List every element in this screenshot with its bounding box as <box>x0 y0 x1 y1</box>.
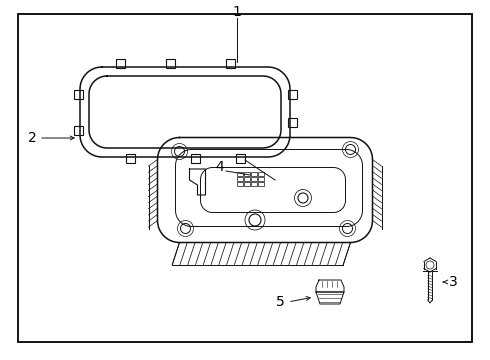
FancyArrowPatch shape <box>443 280 448 284</box>
Bar <box>237 172 243 176</box>
FancyBboxPatch shape <box>74 126 83 135</box>
FancyArrowPatch shape <box>291 297 310 301</box>
FancyBboxPatch shape <box>288 90 297 99</box>
Text: 5: 5 <box>275 295 284 309</box>
Circle shape <box>180 224 191 234</box>
FancyBboxPatch shape <box>125 154 134 163</box>
FancyBboxPatch shape <box>191 154 199 163</box>
Circle shape <box>249 214 261 226</box>
Text: 4: 4 <box>216 160 224 174</box>
FancyBboxPatch shape <box>74 90 83 99</box>
FancyBboxPatch shape <box>236 154 245 163</box>
FancyBboxPatch shape <box>225 59 235 68</box>
Circle shape <box>345 144 356 154</box>
Bar <box>251 182 257 186</box>
Bar <box>258 182 264 186</box>
Text: 1: 1 <box>233 5 242 19</box>
Bar <box>244 177 250 181</box>
Bar <box>237 182 243 186</box>
Bar <box>237 177 243 181</box>
Text: 2: 2 <box>27 131 36 145</box>
Circle shape <box>298 193 308 203</box>
FancyBboxPatch shape <box>166 59 174 68</box>
FancyBboxPatch shape <box>288 117 297 126</box>
Bar <box>244 182 250 186</box>
Bar <box>258 172 264 176</box>
FancyArrowPatch shape <box>42 136 74 140</box>
Circle shape <box>343 224 352 234</box>
Text: 3: 3 <box>449 275 457 289</box>
Circle shape <box>174 147 185 157</box>
Bar <box>251 172 257 176</box>
Bar <box>258 177 264 181</box>
Bar <box>244 172 250 176</box>
FancyBboxPatch shape <box>116 59 124 68</box>
Bar <box>251 177 257 181</box>
